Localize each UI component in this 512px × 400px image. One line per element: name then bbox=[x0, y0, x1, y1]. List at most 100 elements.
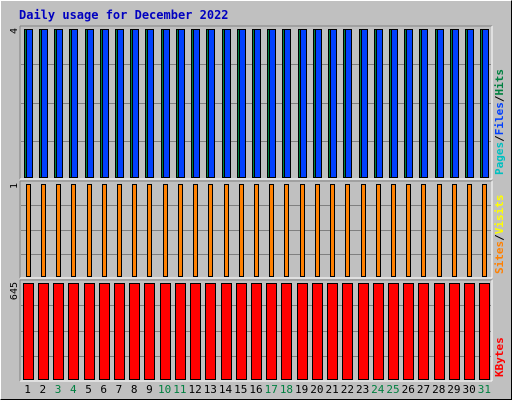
legend-pages: Pages bbox=[493, 142, 506, 175]
bar-files-day-30 bbox=[467, 29, 474, 178]
bar-kbytes-day-29 bbox=[449, 283, 460, 380]
legend-visits: Visits bbox=[493, 195, 506, 235]
x-tick-day-28: 28 bbox=[432, 383, 445, 396]
legend-separator: / bbox=[493, 234, 506, 241]
bar-kbytes-day-3 bbox=[53, 283, 64, 380]
legend-sites: Sites bbox=[493, 241, 506, 274]
bar-files-day-24 bbox=[376, 29, 383, 178]
bar-kbytes-day-21 bbox=[327, 283, 338, 380]
bar-files-day-19 bbox=[300, 29, 307, 178]
legend-separator: / bbox=[493, 95, 506, 102]
bar-sites-day-18 bbox=[284, 184, 289, 277]
bar-kbytes-day-10 bbox=[160, 283, 171, 380]
bar-kbytes-day-25 bbox=[388, 283, 399, 380]
x-tick-day-7: 7 bbox=[116, 383, 123, 396]
x-tick-day-24: 24 bbox=[371, 383, 385, 396]
bar-files-day-8 bbox=[132, 29, 139, 178]
bar-files-day-25 bbox=[391, 29, 398, 178]
bar-files-day-6 bbox=[102, 29, 109, 178]
x-tick-day-26: 26 bbox=[402, 383, 415, 396]
bar-kbytes-day-1 bbox=[23, 283, 34, 380]
x-tick-day-6: 6 bbox=[100, 383, 107, 396]
bar-sites-day-16 bbox=[254, 184, 259, 277]
bar-sites-day-7 bbox=[117, 184, 122, 277]
x-tick-day-17: 17 bbox=[265, 383, 278, 396]
bar-files-day-11 bbox=[178, 29, 185, 178]
bar-sites-day-25 bbox=[391, 184, 396, 277]
bar-files-day-31 bbox=[482, 29, 489, 178]
x-tick-day-19: 19 bbox=[295, 383, 308, 396]
legend-kbytes: KBytes bbox=[493, 337, 506, 377]
bar-sites-day-29 bbox=[452, 184, 457, 277]
x-tick-day-8: 8 bbox=[131, 383, 138, 396]
x-tick-day-29: 29 bbox=[447, 383, 460, 396]
bar-sites-day-14 bbox=[224, 184, 229, 277]
bar-sites-day-31 bbox=[482, 184, 487, 277]
x-tick-day-27: 27 bbox=[417, 383, 430, 396]
bar-kbytes-day-20 bbox=[312, 283, 323, 380]
x-tick-day-12: 12 bbox=[188, 383, 201, 396]
bar-kbytes-day-14 bbox=[221, 283, 232, 380]
bar-files-day-4 bbox=[71, 29, 78, 178]
panel-top-legend: Pages/Files/Hits bbox=[493, 69, 506, 175]
bar-kbytes-day-15 bbox=[236, 283, 247, 380]
bar-sites-day-11 bbox=[178, 184, 183, 277]
bar-files-day-27 bbox=[421, 29, 428, 178]
x-tick-day-30: 30 bbox=[463, 383, 476, 396]
bar-files-day-3 bbox=[56, 29, 63, 178]
x-tick-day-3: 3 bbox=[55, 383, 62, 396]
bar-files-day-16 bbox=[254, 29, 261, 178]
bar-files-day-23 bbox=[361, 29, 368, 178]
bar-kbytes-day-24 bbox=[373, 283, 384, 380]
bar-sites-day-5 bbox=[87, 184, 92, 277]
bar-kbytes-day-22 bbox=[342, 283, 353, 380]
bar-sites-day-15 bbox=[239, 184, 244, 277]
bar-kbytes-day-6 bbox=[99, 283, 110, 380]
bar-kbytes-day-8 bbox=[129, 283, 140, 380]
panel-top-ymax-label: 4 bbox=[9, 28, 20, 34]
bar-kbytes-day-30 bbox=[464, 283, 475, 380]
x-tick-day-18: 18 bbox=[280, 383, 293, 396]
bar-sites-day-26 bbox=[406, 184, 411, 277]
panel-middle-ymax-label: 1 bbox=[9, 183, 20, 189]
x-tick-day-23: 23 bbox=[356, 383, 369, 396]
bar-sites-day-13 bbox=[208, 184, 213, 277]
x-tick-day-20: 20 bbox=[310, 383, 323, 396]
x-tick-day-16: 16 bbox=[249, 383, 262, 396]
bar-sites-day-1 bbox=[26, 184, 31, 277]
bar-sites-day-20 bbox=[315, 184, 320, 277]
bar-kbytes-day-16 bbox=[251, 283, 262, 380]
x-tick-day-2: 2 bbox=[40, 383, 47, 396]
bar-kbytes-day-31 bbox=[479, 283, 490, 380]
bar-kbytes-day-28 bbox=[434, 283, 445, 380]
bar-sites-day-24 bbox=[376, 184, 381, 277]
x-tick-day-10: 10 bbox=[158, 383, 171, 396]
bar-kbytes-day-12 bbox=[190, 283, 201, 380]
bar-sites-day-19 bbox=[300, 184, 305, 277]
bar-sites-day-6 bbox=[102, 184, 107, 277]
bar-files-day-15 bbox=[239, 29, 246, 178]
x-tick-day-13: 13 bbox=[204, 383, 217, 396]
bar-files-day-5 bbox=[87, 29, 94, 178]
x-tick-day-31: 31 bbox=[478, 383, 491, 396]
bar-sites-day-22 bbox=[345, 184, 350, 277]
x-tick-day-1: 1 bbox=[24, 383, 31, 396]
bar-files-day-14 bbox=[224, 29, 231, 178]
panel-middle-legend: Sites/Visits bbox=[493, 195, 506, 275]
bar-kbytes-day-2 bbox=[38, 283, 49, 380]
x-tick-day-5: 5 bbox=[85, 383, 92, 396]
x-tick-day-25: 25 bbox=[386, 383, 399, 396]
bar-sites-day-8 bbox=[132, 184, 137, 277]
bar-sites-day-4 bbox=[71, 184, 76, 277]
bar-kbytes-day-18 bbox=[281, 283, 292, 380]
x-tick-day-11: 11 bbox=[173, 383, 186, 396]
x-tick-day-22: 22 bbox=[341, 383, 354, 396]
bar-files-day-26 bbox=[406, 29, 413, 178]
bar-files-day-18 bbox=[284, 29, 291, 178]
x-tick-day-4: 4 bbox=[70, 383, 77, 396]
bar-sites-day-17 bbox=[269, 184, 274, 277]
bar-sites-day-3 bbox=[56, 184, 61, 277]
bar-kbytes-day-26 bbox=[403, 283, 414, 380]
bar-files-day-2 bbox=[41, 29, 48, 178]
bar-kbytes-day-23 bbox=[358, 283, 369, 380]
